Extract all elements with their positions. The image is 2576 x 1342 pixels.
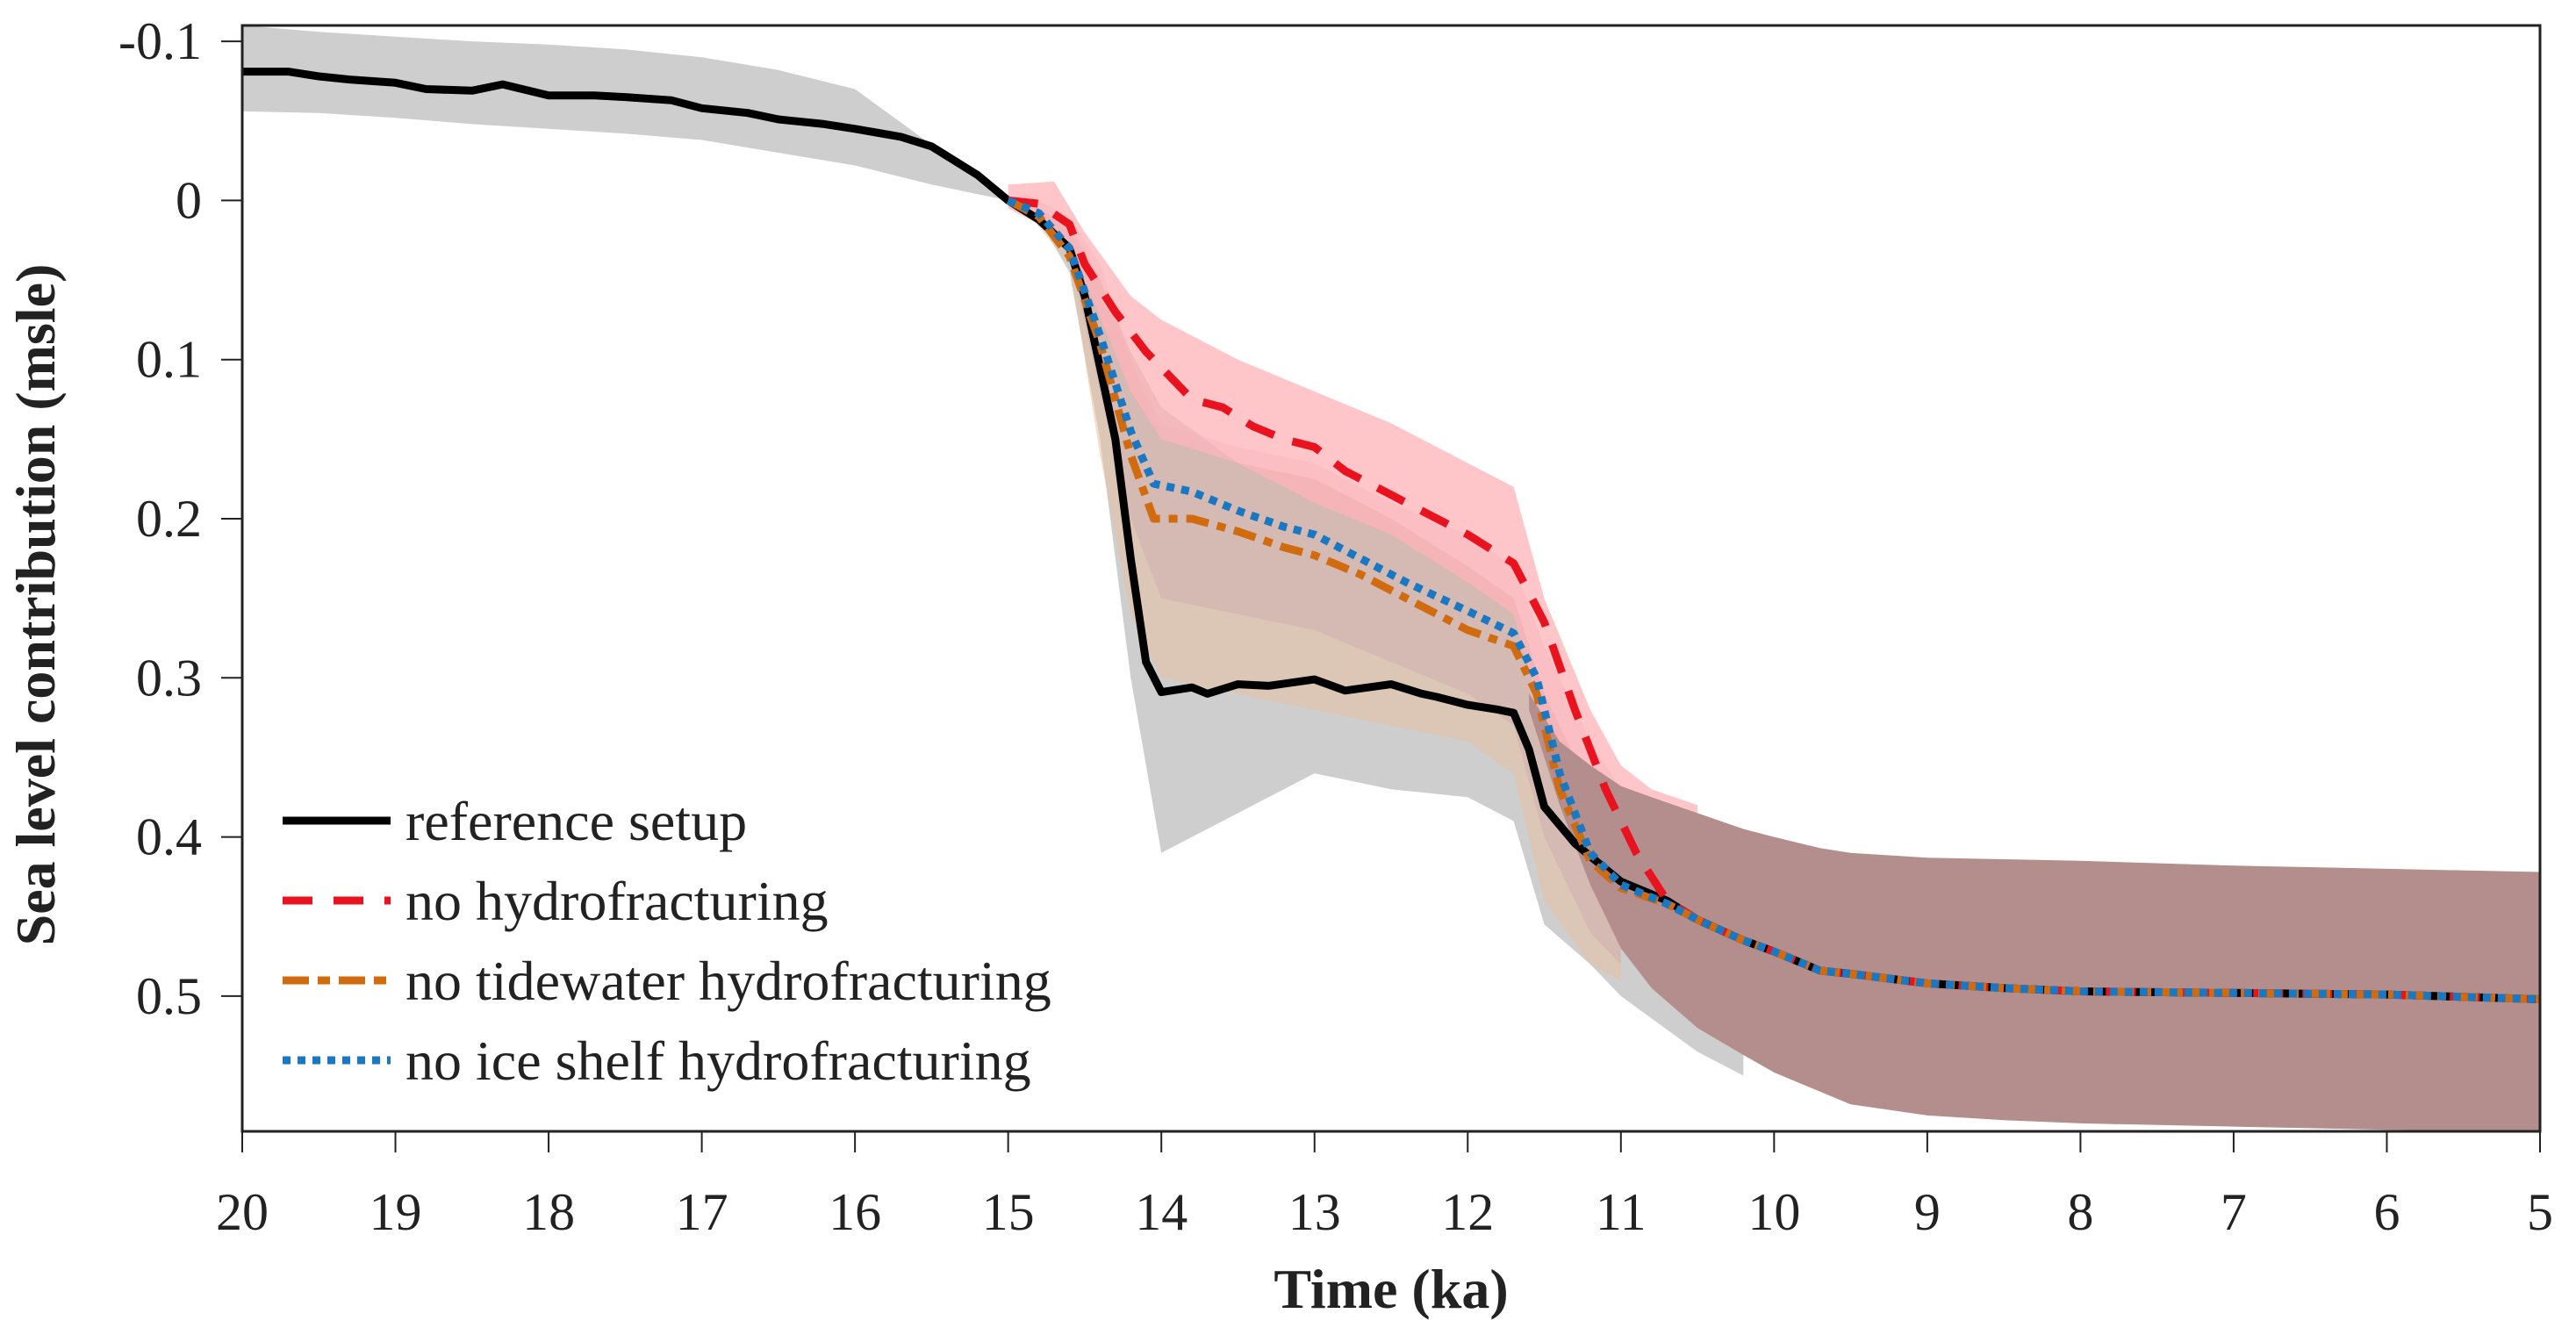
- x-axis-ticks: 20 19 18 17 16 15 14 13 12 11 10 9 8 7 6 5: [216, 1131, 2553, 1241]
- band-no-tidewater-hydrofracturing-range: [1023, 200, 1621, 980]
- x-tick-label: 14: [1135, 1183, 1188, 1241]
- x-tick-label: 15: [982, 1183, 1035, 1241]
- legend-label: reference setup: [405, 790, 747, 852]
- band-no-ice-shelf-hydrofracturing-range: [1023, 192, 1621, 965]
- y-tick-label: 0.5: [136, 967, 202, 1025]
- legend-label: no hydrofracturing: [405, 870, 829, 932]
- legend: reference setup no hydrofracturing no tide…: [283, 790, 1051, 1092]
- x-tick-label: 7: [2221, 1183, 2247, 1241]
- y-tick-label: 0.3: [136, 649, 202, 707]
- legend-label: no tidewater hydrofracturing: [405, 950, 1051, 1012]
- uncertainty-bands: [242, 25, 2540, 1131]
- y-axis-ticks: -0.1 0 0.1 0.2 0.3 0.4 0.5: [118, 12, 242, 1025]
- x-tick-label: 8: [2067, 1183, 2093, 1241]
- x-tick-label: 12: [1441, 1183, 1494, 1241]
- series-lines: [242, 68, 2540, 1003]
- y-tick-label: 0: [176, 171, 202, 229]
- band-overlapping-ensemble-range: [1529, 693, 2540, 1131]
- y-tick-label: 0.4: [136, 808, 202, 866]
- x-tick-label: 9: [1914, 1183, 1941, 1241]
- legend-label: no ice shelf hydrofracturing: [405, 1030, 1031, 1092]
- y-tick-label: 0.1: [136, 331, 202, 389]
- x-tick-label: 18: [522, 1183, 575, 1241]
- x-tick-label: 5: [2527, 1183, 2553, 1241]
- series-no-ice-shelf-hydrofracturing: [1006, 197, 2540, 1003]
- band-no-hydrofracturing-range: [1008, 181, 1698, 869]
- x-tick-label: 6: [2373, 1183, 2400, 1241]
- series-no-hydrofracturing: [1008, 196, 2540, 1003]
- x-tick-label: 10: [1747, 1183, 1800, 1241]
- x-axis-title: Time (ka): [1274, 1258, 1508, 1320]
- x-tick-label: 20: [216, 1183, 269, 1241]
- y-tick-label: -0.1: [118, 12, 202, 70]
- plot-frame: [240, 24, 2542, 1133]
- y-tick-label: 0.2: [136, 490, 202, 548]
- x-tick-label: 16: [829, 1183, 881, 1241]
- x-tick-label: 13: [1288, 1183, 1341, 1241]
- x-tick-label: 17: [676, 1183, 728, 1241]
- x-tick-label: 19: [370, 1183, 422, 1241]
- y-axis-title: Sea level contribution (msle): [4, 264, 67, 946]
- x-tick-label: 11: [1596, 1183, 1647, 1241]
